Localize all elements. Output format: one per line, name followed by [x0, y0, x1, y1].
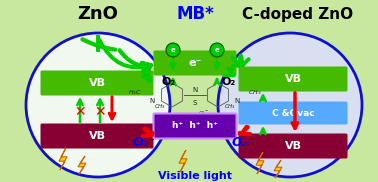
Text: ✕: ✕	[94, 105, 106, 119]
Text: VB: VB	[88, 131, 105, 141]
Polygon shape	[256, 152, 264, 174]
Text: h⁺  h⁺  h⁺: h⁺ h⁺ h⁺	[172, 122, 218, 130]
FancyArrowPatch shape	[225, 65, 234, 76]
FancyBboxPatch shape	[153, 50, 237, 76]
Text: e: e	[215, 47, 219, 53]
FancyBboxPatch shape	[239, 102, 347, 124]
Text: N: N	[234, 98, 240, 104]
Text: VB: VB	[285, 141, 302, 151]
Text: S: S	[193, 100, 197, 106]
Text: $H_3C$: $H_3C$	[128, 89, 142, 97]
Circle shape	[210, 43, 224, 57]
Text: N: N	[192, 87, 198, 93]
Text: C-doped ZnO: C-doped ZnO	[242, 7, 353, 21]
FancyArrowPatch shape	[240, 127, 250, 134]
Text: ✕: ✕	[74, 105, 86, 119]
Text: $Cl^-$: $Cl^-$	[198, 109, 210, 117]
Text: ZnO: ZnO	[77, 5, 118, 23]
Text: Visible light: Visible light	[158, 171, 232, 181]
FancyBboxPatch shape	[40, 70, 153, 96]
Circle shape	[166, 43, 180, 57]
FancyBboxPatch shape	[40, 124, 153, 149]
Text: O₂⁻: O₂⁻	[132, 136, 155, 149]
Polygon shape	[59, 148, 67, 170]
Text: $CH_3$: $CH_3$	[154, 102, 166, 111]
Text: O₂⁻: O₂⁻	[232, 136, 255, 149]
Circle shape	[26, 33, 170, 177]
FancyBboxPatch shape	[239, 66, 347, 92]
Text: O₂: O₂	[162, 77, 176, 87]
FancyBboxPatch shape	[153, 114, 237, 139]
Text: C &Ovac: C &Ovac	[272, 108, 314, 118]
Text: e⁻: e⁻	[188, 58, 202, 68]
Polygon shape	[179, 150, 187, 172]
Text: VB: VB	[88, 78, 105, 88]
Text: MB*: MB*	[176, 5, 214, 23]
FancyArrowPatch shape	[143, 128, 152, 136]
Text: O₂: O₂	[222, 77, 236, 87]
Circle shape	[218, 33, 362, 177]
Text: VB: VB	[285, 74, 302, 84]
Text: $CH_3$: $CH_3$	[224, 102, 236, 111]
Polygon shape	[274, 160, 282, 178]
Polygon shape	[78, 156, 86, 174]
FancyBboxPatch shape	[239, 134, 347, 159]
FancyArrowPatch shape	[140, 66, 150, 81]
Text: e: e	[170, 47, 175, 53]
Text: N: N	[149, 98, 155, 104]
Text: $CH_3$: $CH_3$	[248, 89, 262, 97]
